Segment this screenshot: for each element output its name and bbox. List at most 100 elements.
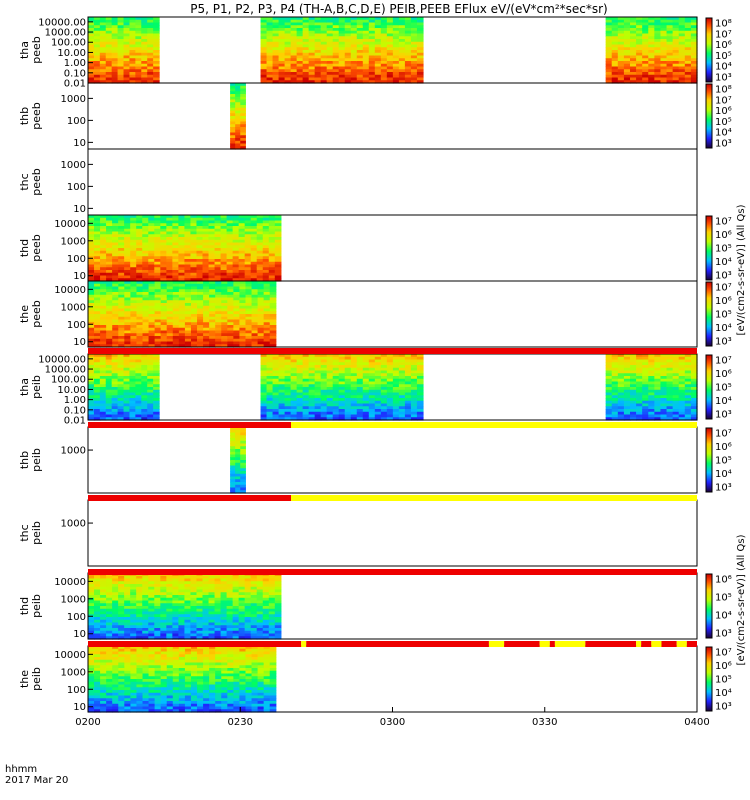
spectrogram-cell bbox=[344, 411, 352, 416]
spectrogram-cell bbox=[672, 39, 680, 43]
spectrogram-cell bbox=[190, 314, 198, 318]
spectrogram-cell bbox=[416, 28, 424, 32]
spectrogram-cell bbox=[160, 614, 167, 618]
spectrogram-cell bbox=[178, 239, 186, 244]
spectrogram-cell bbox=[178, 338, 186, 343]
spectrogram-cell bbox=[244, 256, 252, 260]
spectrogram-cell bbox=[611, 55, 619, 59]
spectrogram-cell bbox=[94, 333, 101, 337]
spectrogram-cell bbox=[268, 239, 276, 244]
spectrogram-cell bbox=[263, 333, 271, 337]
spectrogram-cell bbox=[100, 344, 107, 348]
spectrogram-cell bbox=[118, 292, 125, 296]
spectrogram-cell bbox=[203, 311, 210, 315]
spectrogram-cell bbox=[404, 370, 412, 374]
spectrogram-cell bbox=[338, 17, 346, 21]
spectrogram-cell bbox=[226, 614, 234, 618]
spectrogram-cell bbox=[623, 400, 631, 405]
spectrogram-cell bbox=[666, 63, 674, 68]
spectrogram-cell bbox=[141, 66, 148, 70]
spectrogram-cell bbox=[203, 322, 210, 326]
spectrogram-cell bbox=[112, 319, 119, 323]
spectrogram-cell bbox=[142, 592, 149, 596]
spectrogram-cell bbox=[260, 66, 268, 70]
spectrogram-cell bbox=[263, 281, 271, 285]
spectrogram-cell bbox=[178, 281, 186, 285]
spectrogram-cell bbox=[94, 297, 101, 301]
spectrogram-cell bbox=[118, 636, 125, 640]
spectrogram-cell bbox=[111, 378, 119, 383]
spectrogram-cell bbox=[148, 217, 155, 222]
spectrogram-cell bbox=[166, 270, 173, 274]
spectrogram-cell bbox=[147, 359, 154, 363]
spectrogram-cell bbox=[404, 373, 412, 377]
spectrogram-cell bbox=[260, 414, 268, 418]
spectrogram-cell bbox=[166, 330, 174, 334]
spectrogram-cell bbox=[278, 28, 286, 32]
spectrogram-cell bbox=[332, 409, 340, 413]
spectrogram-cell bbox=[296, 359, 304, 363]
spectrogram-cell bbox=[660, 362, 668, 366]
spectrogram-cell bbox=[154, 305, 162, 310]
spectrogram-cell bbox=[278, 387, 286, 391]
spectrogram-cell bbox=[654, 378, 662, 383]
spectrogram-cell bbox=[398, 414, 406, 418]
spectrogram-cell bbox=[220, 228, 228, 233]
spectrogram-cell bbox=[278, 389, 286, 394]
spectrogram-cell bbox=[154, 617, 161, 621]
spectrogram-cell bbox=[124, 261, 131, 266]
spectrogram-cell bbox=[392, 25, 400, 29]
spectrogram-cell bbox=[278, 398, 286, 402]
spectrogram-cell bbox=[124, 256, 131, 260]
spectrogram-cell bbox=[238, 586, 246, 591]
spectrogram-cell bbox=[160, 226, 167, 230]
spectrogram-cell bbox=[238, 278, 246, 282]
spectrogram-cell bbox=[240, 482, 246, 486]
y-tick-label: 0.01 bbox=[64, 79, 86, 90]
spectrogram-cell bbox=[617, 69, 625, 73]
spectrogram-cell bbox=[245, 292, 253, 296]
spectrogram-cell bbox=[235, 476, 241, 480]
spectrogram-cell bbox=[118, 597, 125, 602]
spectrogram-cell bbox=[356, 387, 364, 391]
spectrogram-cell bbox=[190, 267, 198, 271]
spectrogram-cell bbox=[240, 449, 246, 453]
spectrogram-cell bbox=[368, 384, 376, 388]
spectrogram-cell bbox=[94, 292, 101, 296]
spectrogram-cell bbox=[326, 25, 334, 29]
spectrogram-cell bbox=[142, 303, 150, 307]
spectrogram-cell bbox=[172, 589, 179, 593]
spectrogram-cell bbox=[672, 367, 680, 372]
spectrogram-cell bbox=[166, 239, 173, 244]
spectrogram-cell bbox=[660, 356, 668, 361]
spectrogram-cell bbox=[105, 72, 113, 76]
spectrogram-cell bbox=[392, 376, 400, 380]
spectrogram-cell bbox=[238, 253, 246, 257]
spectrogram-cell bbox=[136, 228, 143, 233]
spectrogram-cell bbox=[290, 395, 298, 399]
spectrogram-cell bbox=[374, 63, 382, 68]
spectrogram-cell bbox=[136, 597, 143, 602]
spectrogram-cell bbox=[648, 389, 655, 394]
spectrogram-cell bbox=[251, 297, 259, 301]
spectrogram-cell bbox=[233, 286, 241, 290]
spectrogram-cell bbox=[215, 341, 222, 345]
spectrogram-cell bbox=[362, 370, 370, 374]
colorbar-tick-label: 10³ bbox=[715, 483, 732, 494]
spectrogram-cell bbox=[99, 22, 107, 26]
spectrogram-cell bbox=[269, 281, 277, 285]
spectrogram-cell bbox=[209, 344, 216, 348]
spectrogram-cell bbox=[374, 66, 382, 70]
spectrogram-cell bbox=[260, 33, 268, 37]
spectrogram-cell bbox=[142, 319, 150, 323]
spectrogram-cell bbox=[356, 28, 364, 32]
spectrogram-cell bbox=[302, 80, 310, 84]
spectrogram-cell bbox=[208, 250, 216, 255]
spectrogram-cell bbox=[111, 52, 119, 57]
spectrogram-cell bbox=[338, 409, 346, 413]
spectrogram-cell bbox=[226, 272, 234, 277]
spectrogram-cell bbox=[410, 58, 418, 62]
spectrogram-cell bbox=[220, 584, 228, 588]
spectrogram-cell bbox=[296, 77, 304, 81]
spectrogram-cell bbox=[100, 606, 107, 610]
